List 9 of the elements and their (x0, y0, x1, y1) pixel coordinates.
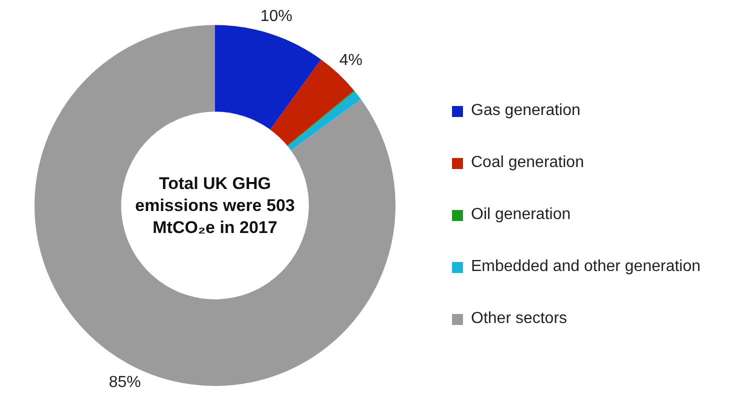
legend-label: Gas generation (471, 102, 580, 120)
data-label: 4% (339, 52, 362, 70)
text: Total UK GHG emissions were 503 MtCO₂e in 2017 (134, 172, 296, 238)
data-label: 10% (260, 8, 292, 26)
legend-label: Coal generation (471, 154, 584, 172)
data-label: 85% (108, 374, 141, 391)
legend-label: Other sectors (471, 310, 568, 328)
legend-label: Oil generation (471, 206, 571, 224)
legend-label: Embedded and other generation (471, 258, 701, 276)
